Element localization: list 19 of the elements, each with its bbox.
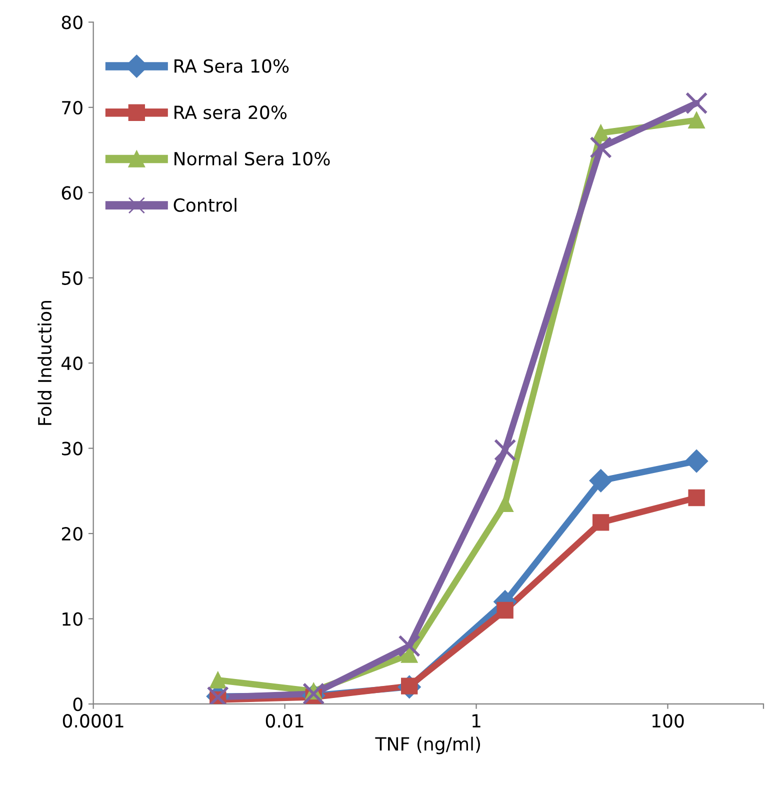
x-tick-label: 1 <box>472 714 480 728</box>
x-axis-title: TNF (ng/ml) <box>375 736 480 754</box>
y-tick-label: 0 <box>73 697 82 712</box>
y-tick-label: 50 <box>62 271 82 285</box>
legend-label: Normal Sera 10% <box>174 152 330 166</box>
legend-label: RA Sera 10% <box>174 59 289 73</box>
legend-label: RA sera 20% <box>174 106 287 120</box>
x-tick-label: 0.0001 <box>62 714 124 728</box>
y-tick-label: 80 <box>62 16 82 30</box>
y-axis-title: Fold Induction <box>38 301 52 425</box>
y-tick-label: 10 <box>62 612 82 626</box>
x-tick-label: 100 <box>652 714 684 728</box>
y-tick-label: 70 <box>62 100 82 114</box>
y-tick-label: 40 <box>62 356 82 370</box>
y-tick-label: 20 <box>62 526 82 541</box>
y-tick-label: 30 <box>62 442 82 456</box>
y-tick-label: 60 <box>62 186 82 200</box>
x-tick-label: 0.01 <box>266 714 304 728</box>
legend-label: Control <box>174 198 236 212</box>
